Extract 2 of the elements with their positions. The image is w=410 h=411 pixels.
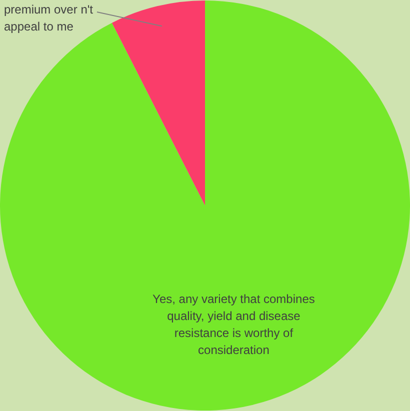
slice-label: Yes, any variety that combines quality, yield and disease resistance is worthy of consideration	[152, 292, 315, 357]
slice-label: premium over n't appeal to me	[4, 2, 94, 34]
